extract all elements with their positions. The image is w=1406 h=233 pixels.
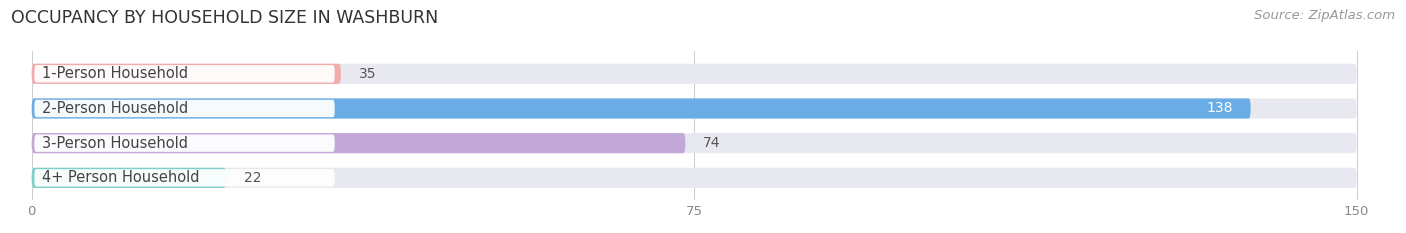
Text: 35: 35 — [359, 67, 375, 81]
FancyBboxPatch shape — [32, 98, 1250, 119]
FancyBboxPatch shape — [34, 65, 335, 82]
FancyBboxPatch shape — [32, 133, 1357, 153]
Text: 138: 138 — [1206, 102, 1233, 116]
Text: 4+ Person Household: 4+ Person Household — [42, 170, 200, 185]
Text: 3-Person Household: 3-Person Household — [42, 136, 188, 151]
Text: 2-Person Household: 2-Person Household — [42, 101, 188, 116]
FancyBboxPatch shape — [32, 168, 226, 188]
Text: 22: 22 — [243, 171, 262, 185]
Text: 74: 74 — [703, 136, 720, 150]
FancyBboxPatch shape — [32, 133, 685, 153]
Text: OCCUPANCY BY HOUSEHOLD SIZE IN WASHBURN: OCCUPANCY BY HOUSEHOLD SIZE IN WASHBURN — [11, 9, 439, 27]
FancyBboxPatch shape — [32, 168, 1357, 188]
Text: Source: ZipAtlas.com: Source: ZipAtlas.com — [1254, 9, 1395, 22]
FancyBboxPatch shape — [32, 64, 1357, 84]
Text: 1-Person Household: 1-Person Household — [42, 66, 188, 81]
FancyBboxPatch shape — [34, 134, 335, 152]
FancyBboxPatch shape — [32, 64, 340, 84]
FancyBboxPatch shape — [34, 169, 335, 186]
FancyBboxPatch shape — [32, 98, 1357, 119]
FancyBboxPatch shape — [34, 100, 335, 117]
